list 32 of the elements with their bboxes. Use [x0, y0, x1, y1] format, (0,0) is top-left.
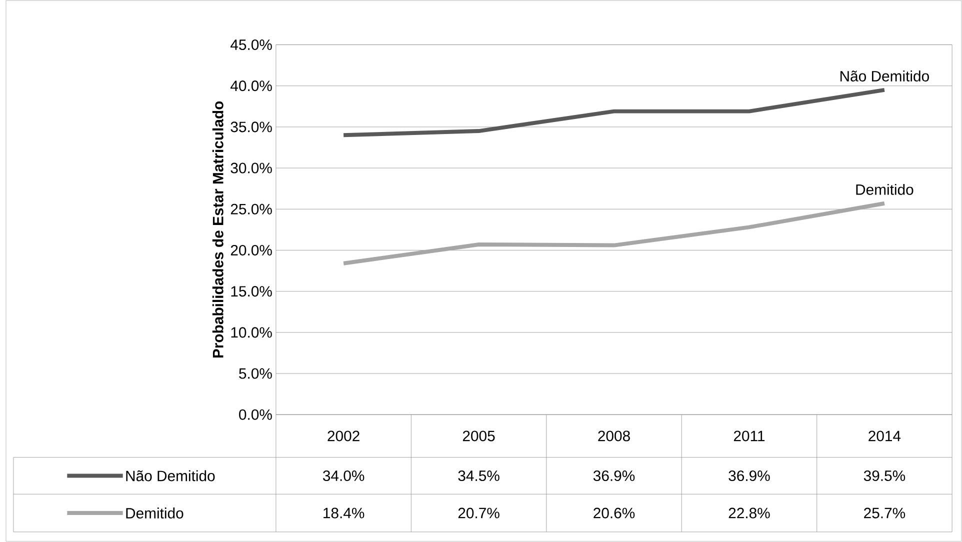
text: Demitido: [856, 184, 914, 195]
line-series: [342, 88, 886, 138]
data-label: 36.9%: [593, 470, 635, 482]
data-label: 20.7%: [458, 508, 500, 518]
data-label: 39.5%: [864, 470, 906, 482]
x-tick-label: 2008: [598, 430, 630, 442]
legend-label: Demitido: [126, 508, 184, 519]
y-tick-label: 40.0%: [230, 80, 272, 92]
y-tick-label: 0.0%: [239, 409, 272, 420]
y-axis-title: Probabilidades de Estar Matriculado: [212, 101, 224, 358]
y-tick-label: 45.0%: [230, 40, 272, 50]
y-tick-label: 20.0%: [230, 245, 272, 256]
x-tick-label: 2014: [868, 430, 901, 442]
data-label: 34.0%: [322, 470, 364, 482]
data-label: 18.4%: [324, 508, 364, 518]
data-label: 22.8%: [728, 508, 770, 518]
data-label: 25.7%: [864, 508, 906, 518]
x-tick-label: 2005: [462, 430, 495, 442]
y-tick-label: 5.0%: [239, 368, 272, 379]
data-label: 20.6%: [594, 508, 635, 518]
x-tick-label: 2011: [734, 430, 765, 442]
y-tick-label: 25.0%: [230, 204, 272, 214]
data-label: 36.9%: [728, 470, 770, 482]
data-label: 34.5%: [458, 470, 500, 482]
y-tick-label: 15.0%: [231, 286, 272, 297]
legend-label: Não Demitido: [126, 470, 215, 482]
text: Não Demitido: [840, 70, 929, 82]
y-tick-label: 10.0%: [231, 327, 272, 338]
y-tick-label: 30.0%: [230, 162, 272, 174]
y-tick-label: 35.0%: [230, 122, 272, 132]
line-series: [342, 201, 886, 266]
x-tick-label: 2002: [328, 430, 360, 442]
